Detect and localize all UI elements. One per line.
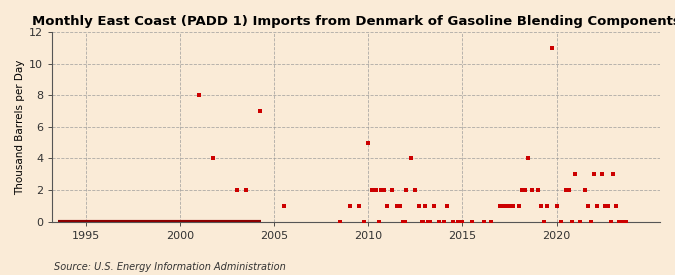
Point [485,219,496,224]
Point [418,219,429,224]
Point [611,204,622,208]
Point [399,219,410,224]
Point [614,219,624,224]
Point [608,172,618,177]
Point [429,204,439,208]
Point [405,156,416,161]
Point [589,172,599,177]
Point [520,188,531,192]
Point [560,188,571,192]
Point [448,219,458,224]
Point [533,188,543,192]
Point [401,188,412,192]
Point [508,204,518,208]
Point [498,204,509,208]
Point [597,172,608,177]
Point [535,204,546,208]
Point [416,219,427,224]
Point [344,204,355,208]
Y-axis label: Thousand Barrels per Day: Thousand Barrels per Day [15,59,25,194]
Point [433,219,444,224]
Point [194,93,205,97]
Point [579,188,590,192]
Point [479,219,490,224]
Point [358,219,369,224]
Point [254,109,265,113]
Point [501,204,512,208]
Point [232,188,242,192]
Point [603,204,614,208]
Point [585,219,596,224]
Point [371,188,381,192]
Point [375,188,386,192]
Point [606,219,617,224]
Point [620,219,631,224]
Point [452,219,463,224]
Point [379,188,389,192]
Point [516,188,527,192]
Point [278,204,289,208]
Point [526,188,537,192]
Point [410,188,421,192]
Point [335,219,346,224]
Point [504,204,515,208]
Point [617,219,628,224]
Point [387,188,398,192]
Point [599,204,610,208]
Point [564,188,574,192]
Point [392,204,402,208]
Point [570,172,580,177]
Point [592,204,603,208]
Point [419,204,430,208]
Point [413,204,424,208]
Title: Monthly East Coast (PADD 1) Imports from Denmark of Gasoline Blending Components: Monthly East Coast (PADD 1) Imports from… [32,15,675,28]
Point [583,204,593,208]
Point [523,156,534,161]
Point [466,219,477,224]
Point [457,219,468,224]
Point [382,204,393,208]
Point [542,204,553,208]
Point [354,204,364,208]
Point [551,204,562,208]
Point [241,188,252,192]
Text: Source: U.S. Energy Information Administration: Source: U.S. Energy Information Administ… [54,262,286,272]
Point [539,219,549,224]
Point [574,219,585,224]
Point [208,156,219,161]
Point [495,204,506,208]
Point [514,204,524,208]
Point [374,219,385,224]
Point [547,46,558,50]
Point [424,219,435,224]
Point [423,219,433,224]
Point [363,141,374,145]
Point [567,219,578,224]
Point [398,219,408,224]
Point [366,188,377,192]
Point [438,219,449,224]
Point [556,219,566,224]
Point [441,204,452,208]
Point [394,204,405,208]
